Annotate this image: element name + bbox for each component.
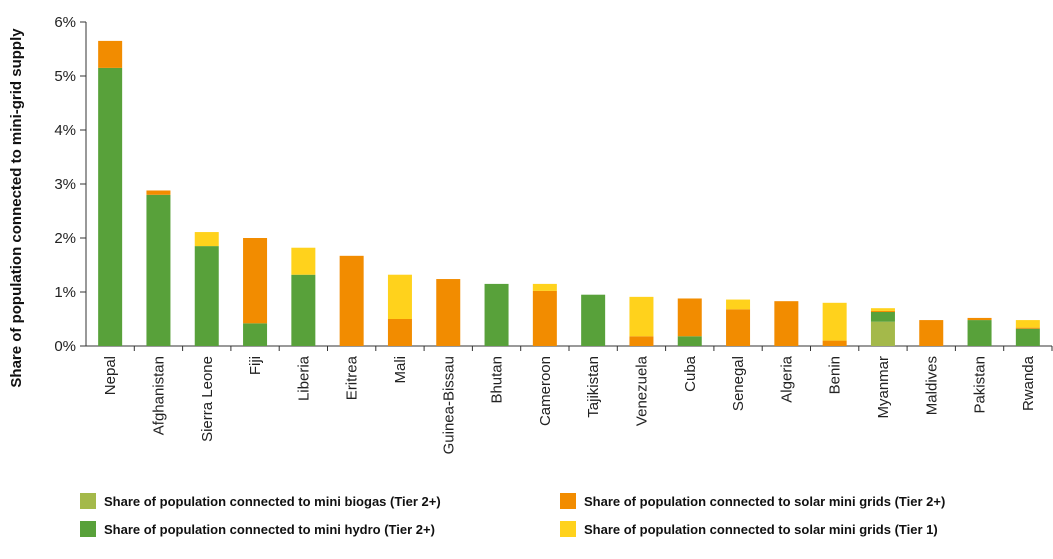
bar-segment	[532, 283, 557, 291]
legend-label: Share of population connected to solar m…	[584, 494, 945, 509]
legend-swatch	[560, 521, 576, 537]
bar-segment	[822, 340, 847, 346]
bar-segment	[243, 238, 268, 324]
bar-segment	[532, 290, 557, 346]
bar-segment	[870, 321, 895, 346]
category-label: Venezuela	[633, 355, 650, 426]
legend-swatch	[80, 521, 96, 537]
legend-label: Share of population connected to mini hy…	[104, 522, 435, 537]
bar-segment	[822, 302, 847, 341]
legend-label: Share of population connected to mini bi…	[104, 494, 441, 509]
bar-segment	[291, 274, 316, 346]
category-label: Cuba	[682, 355, 699, 392]
category-label: Rwanda	[1020, 355, 1037, 411]
bar-segment	[484, 283, 509, 346]
y-axis-label: Share of population connected to mini-gr…	[8, 28, 25, 388]
category-label: Myanmar	[875, 356, 892, 419]
category-label: Guinea-Bissau	[440, 356, 457, 454]
bar-segment	[1015, 320, 1040, 328]
bar-segment	[870, 310, 895, 312]
bar-segment	[629, 296, 654, 337]
category-labels: Nepal Afghanistan Sierra Leone Fiji Liberia E…	[102, 355, 1037, 454]
category-label: Benin	[827, 356, 844, 394]
bar-segment	[98, 40, 123, 68]
bar-segment	[1015, 328, 1040, 346]
category-label: Mali	[392, 356, 409, 384]
y-tick-label: 2%	[54, 230, 76, 247]
bar-segment	[967, 317, 992, 321]
bar-segment	[387, 319, 412, 346]
bar-segment	[774, 301, 799, 346]
legend-label: Share of population connected to solar m…	[584, 522, 938, 537]
bar-segment	[194, 232, 219, 247]
bar-segment	[870, 311, 895, 322]
category-label: Sierra Leone	[199, 356, 216, 442]
category-label: Cameroon	[537, 356, 554, 426]
bar-segment	[581, 294, 606, 346]
bar-segment	[339, 255, 364, 346]
category-label: Afghanistan	[150, 356, 167, 435]
y-tick-label: 3%	[54, 176, 76, 193]
category-label: Tajikistan	[585, 356, 602, 418]
category-label: Maldives	[923, 356, 940, 415]
category-label: Senegal	[730, 356, 747, 411]
bars	[98, 40, 1040, 347]
category-label: Nepal	[102, 356, 119, 395]
legend-swatch	[80, 493, 96, 509]
category-label: Algeria	[778, 355, 795, 402]
category-label: Liberia	[295, 355, 312, 401]
y-tick-label: 4%	[54, 122, 76, 139]
y-tick-label: 6%	[54, 14, 76, 31]
bar-segment	[243, 323, 268, 346]
bar-segment	[967, 320, 992, 346]
bar-segment	[436, 279, 461, 346]
bar-segment	[726, 309, 751, 346]
category-label: Bhutan	[489, 356, 506, 404]
bar-segment	[98, 67, 123, 347]
legend-swatch	[560, 493, 576, 509]
bar-segment	[146, 194, 171, 346]
y-tick-label: 5%	[54, 68, 76, 85]
bar-segment	[387, 274, 412, 319]
bar-segment	[870, 308, 895, 311]
bar-segment	[1015, 327, 1040, 329]
bar-segment	[677, 298, 702, 337]
bar-segment	[919, 320, 944, 346]
bar-segment	[291, 247, 316, 275]
bar-segment	[677, 336, 702, 346]
category-label: Fiji	[247, 356, 264, 375]
y-tick-label: 1%	[54, 284, 76, 301]
bar-segment	[629, 336, 654, 346]
bar-segment	[194, 246, 219, 346]
legend: Share of population connected to mini bi…	[80, 493, 945, 537]
bar-segment	[726, 299, 751, 310]
bar-segment	[146, 190, 171, 195]
y-tick-label: 0%	[54, 338, 76, 355]
category-label: Pakistan	[972, 356, 989, 414]
category-label: Eritrea	[344, 355, 361, 400]
